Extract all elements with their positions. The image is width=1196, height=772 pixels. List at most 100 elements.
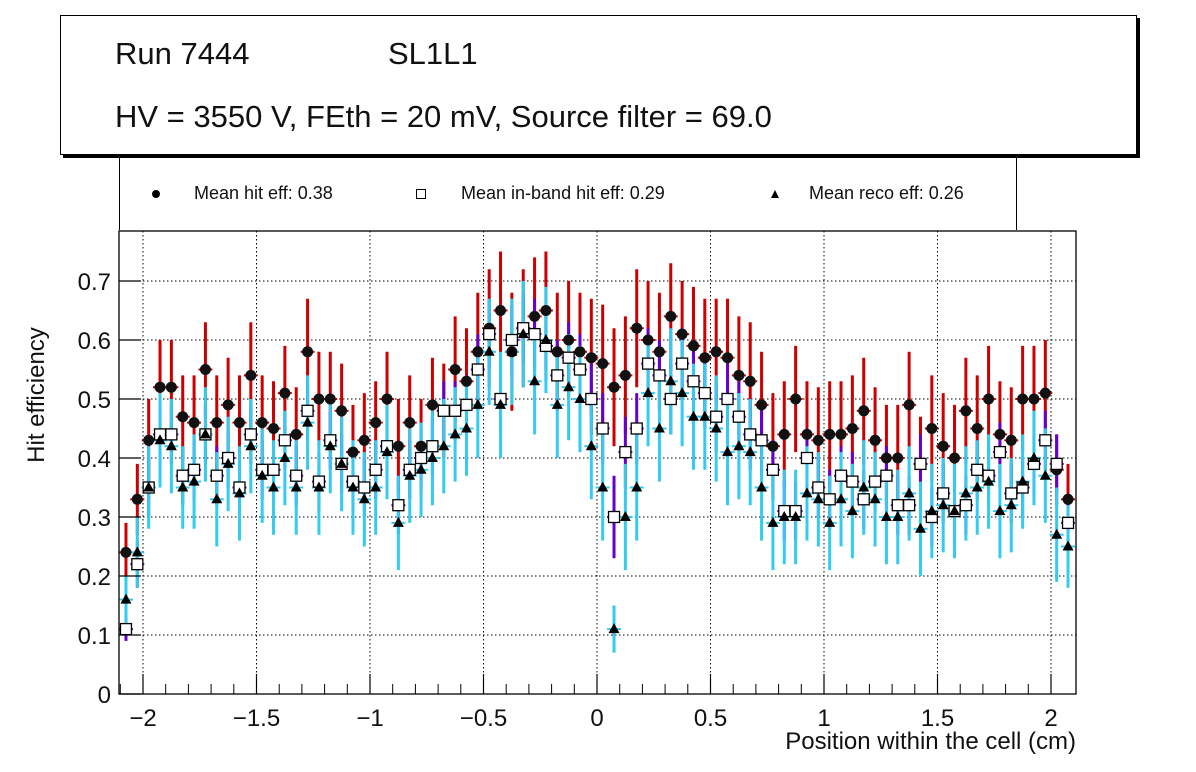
- inband-eff-point: [505, 333, 519, 347]
- reco-eff-point: [540, 334, 552, 344]
- hit-eff-point: [188, 417, 200, 429]
- hit-eff-point: [722, 352, 734, 364]
- reco-eff-point: [143, 481, 155, 492]
- inband-eff-point: [607, 510, 621, 524]
- x-tick-label: 1.5: [921, 705, 954, 732]
- reco-eff-point: [1051, 528, 1063, 539]
- inband-eff-point: [653, 369, 666, 382]
- hit-eff-point: [177, 411, 189, 423]
- hit-eff-point: [665, 310, 677, 322]
- inband-eff-point: [687, 375, 700, 388]
- hit-eff-point: [676, 328, 688, 340]
- inband-eff-point: [880, 469, 893, 482]
- legend-box: Mean hit eff: 0.38 Mean in-band hit eff:…: [119, 155, 1017, 230]
- data-markers: [119, 305, 1075, 636]
- hit-eff-point: [812, 434, 824, 446]
- reco-eff-point: [846, 505, 858, 516]
- hit-eff-point: [540, 305, 552, 316]
- inband-eff-point: [846, 475, 859, 488]
- hit-eff-point: [426, 399, 438, 411]
- reco-eff-point: [869, 493, 881, 504]
- hit-eff-point: [778, 428, 790, 440]
- x-tick-label: −1: [356, 705, 383, 732]
- reco-eff-point: [1039, 469, 1051, 480]
- reco-eff-point: [438, 440, 450, 451]
- y-tick-label: 0.5: [78, 387, 111, 414]
- hit-eff-point: [1005, 434, 1017, 446]
- y-tick-label: 0.1: [78, 623, 111, 650]
- inband-eff-point: [244, 428, 257, 441]
- inband-eff-point: [800, 451, 814, 465]
- hit-eff-point: [631, 322, 643, 334]
- hit-eff-point: [211, 417, 223, 429]
- hit-eff-point: [245, 369, 257, 381]
- inband-eff-point: [290, 469, 303, 482]
- reco-eff-point: [892, 511, 904, 521]
- legend-hit-marker-icon: [152, 190, 160, 198]
- hit-eff-point: [710, 346, 722, 358]
- reco-eff-point: [574, 393, 586, 403]
- hit-eff-point: [268, 423, 280, 434]
- y-tick-label: 0.3: [78, 505, 111, 532]
- reco-eff-point: [506, 345, 518, 356]
- reco-eff-point: [733, 440, 745, 451]
- inband-eff-point: [721, 392, 734, 406]
- reco-eff-point: [858, 481, 870, 492]
- reco-eff-point: [880, 511, 892, 521]
- x-tick-label: 0: [590, 705, 603, 732]
- inband-eff-point: [857, 493, 870, 506]
- hit-eff-point: [256, 417, 268, 429]
- reco-eff-point: [233, 487, 245, 498]
- reco-eff-point: [165, 440, 177, 451]
- inband-eff-point: [176, 469, 189, 482]
- reco-eff-point: [710, 422, 722, 433]
- reco-eff-point: [131, 546, 143, 557]
- inband-eff-point: [1050, 457, 1063, 471]
- reco-eff-point: [665, 375, 677, 386]
- reco-eff-point: [381, 446, 393, 457]
- inband-eff-point: [267, 463, 280, 476]
- reco-eff-point: [472, 398, 484, 409]
- inband-eff-point: [937, 487, 950, 500]
- reco-eff-point: [608, 623, 620, 634]
- hit-eff-point: [790, 393, 802, 405]
- hit-eff-point: [744, 375, 756, 387]
- inband-eff-point: [165, 428, 178, 441]
- inband-eff-point: [528, 327, 541, 341]
- reco-eff-point: [245, 440, 257, 451]
- inband-eff-point: [426, 440, 439, 453]
- hit-eff-point: [529, 310, 541, 322]
- inband-eff-point: [971, 463, 984, 476]
- inband-eff-point: [358, 481, 371, 494]
- inband-eff-point: [732, 410, 746, 423]
- reco-eff-point: [483, 345, 495, 356]
- inband-eff-point: [710, 410, 723, 423]
- inband-eff-point: [585, 392, 598, 406]
- title-box: Run 7444 SL1L1 HV = 3550 V, FEth = 20 mV…: [60, 15, 1137, 155]
- hit-eff-point: [290, 428, 302, 440]
- hit-eff-point: [642, 334, 654, 346]
- y-axis-label: Hit efficiency: [23, 327, 50, 463]
- hit-eff-point: [120, 546, 132, 558]
- x-tick-label: −2: [129, 705, 156, 732]
- hit-eff-point: [619, 369, 631, 381]
- inband-eff-point: [619, 445, 632, 459]
- reco-eff-point: [279, 452, 291, 462]
- conditions-label: HV = 3550 V, FEth = 20 mV, Source filter…: [115, 99, 772, 134]
- inband-eff-point: [698, 386, 711, 400]
- y-tick-label: 0.6: [78, 328, 111, 355]
- inband-eff-point: [630, 422, 643, 435]
- reco-eff-point: [687, 410, 699, 421]
- reco-eff-point: [324, 440, 336, 451]
- reco-eff-point: [642, 387, 654, 398]
- inband-eff-point: [437, 404, 450, 417]
- legend-hit-label: Mean hit eff: 0.38: [194, 183, 333, 203]
- hit-eff-point: [824, 428, 836, 440]
- reco-eff-point: [653, 422, 665, 433]
- layer-label: SL1L1: [388, 36, 478, 71]
- hit-eff-point: [892, 452, 904, 464]
- inband-eff-point: [1061, 516, 1075, 530]
- inband-eff-point: [460, 398, 473, 412]
- hit-eff-point: [131, 493, 143, 505]
